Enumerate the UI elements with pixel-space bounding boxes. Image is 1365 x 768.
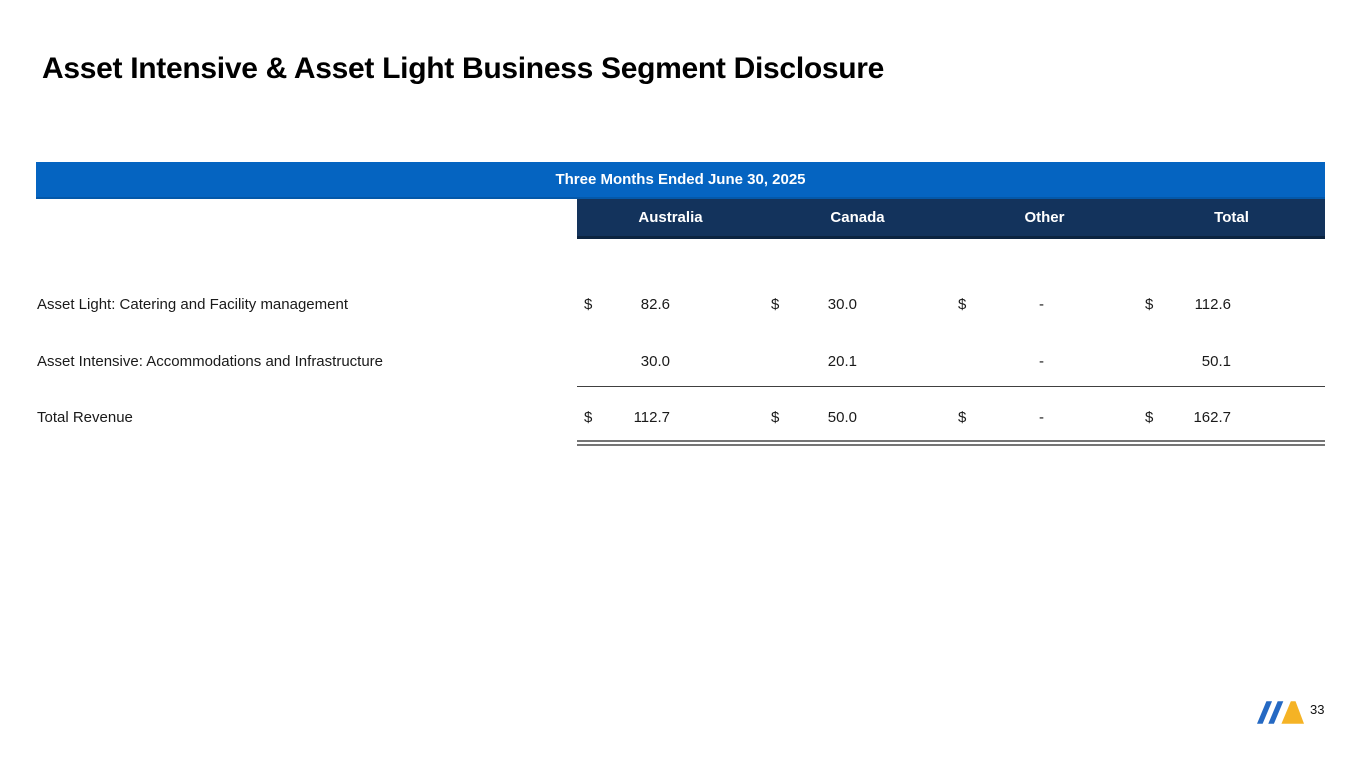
table-cell: 20.1: [764, 353, 951, 370]
table-cell: 50.1: [1138, 353, 1325, 370]
currency-symbol: $: [584, 295, 593, 313]
cell-value: 30.0: [640, 352, 670, 370]
table-cell: 30.0: [577, 353, 764, 370]
currency-symbol: $: [771, 408, 780, 426]
currency-symbol: $: [1145, 408, 1154, 426]
cell-value: -: [1039, 408, 1044, 426]
table-cell: $ 112.7: [577, 409, 764, 426]
cell-value: 50.1: [1201, 352, 1231, 370]
cell-value: 112.6: [1194, 295, 1231, 313]
currency-symbol: $: [958, 408, 967, 426]
cell-value: 82.6: [640, 295, 670, 313]
column-header-canada: Canada: [830, 209, 885, 226]
table-cell: $ -: [951, 409, 1138, 426]
table-row-total: Total Revenue $ 112.7 $ 50.0 $ - $ 162.7: [36, 402, 1325, 432]
column-header-total: Total: [1214, 209, 1249, 226]
page-title: Asset Intensive & Asset Light Business S…: [42, 52, 885, 85]
currency-symbol: $: [1145, 295, 1154, 313]
currency-symbol: $: [958, 295, 967, 313]
cell-value: 20.1: [827, 352, 857, 370]
table-cell: $ -: [951, 296, 1138, 313]
table-cell: $ 82.6: [577, 296, 764, 313]
row-label: Asset Light: Catering and Facility manag…: [37, 295, 348, 313]
table-column-header-row: Australia Canada Other Total: [577, 199, 1325, 239]
currency-symbol: $: [584, 408, 593, 426]
grand-total-double-rule: [577, 440, 1325, 446]
cell-value: 112.7: [633, 408, 670, 426]
table-period-banner-label: Three Months Ended June 30, 2025: [555, 171, 806, 188]
company-logo-icon: [1257, 701, 1304, 724]
cell-value: 50.0: [827, 408, 857, 426]
table-cell: $ 50.0: [764, 409, 951, 426]
table-cell: $ 112.6: [1138, 296, 1325, 313]
column-header-australia: Australia: [638, 209, 703, 226]
table-cell: $ 162.7: [1138, 409, 1325, 426]
table-cell: $ 30.0: [764, 296, 951, 313]
cell-value: -: [1039, 295, 1044, 313]
subtotal-rule: [577, 386, 1325, 387]
currency-symbol: $: [771, 295, 780, 313]
row-label: Total Revenue: [37, 408, 133, 426]
cell-value: 30.0: [827, 295, 857, 313]
table-row: Asset Intensive: Accommodations and Infr…: [36, 346, 1325, 376]
table-period-banner: Three Months Ended June 30, 2025: [36, 162, 1325, 199]
page-number: 33: [1310, 702, 1325, 717]
column-header-other: Other: [1024, 209, 1065, 226]
cell-value: -: [1039, 352, 1044, 370]
row-label: Asset Intensive: Accommodations and Infr…: [37, 352, 384, 370]
table-row: Asset Light: Catering and Facility manag…: [36, 289, 1325, 319]
table-cell: -: [951, 353, 1138, 370]
cell-value: 162.7: [1193, 408, 1231, 426]
